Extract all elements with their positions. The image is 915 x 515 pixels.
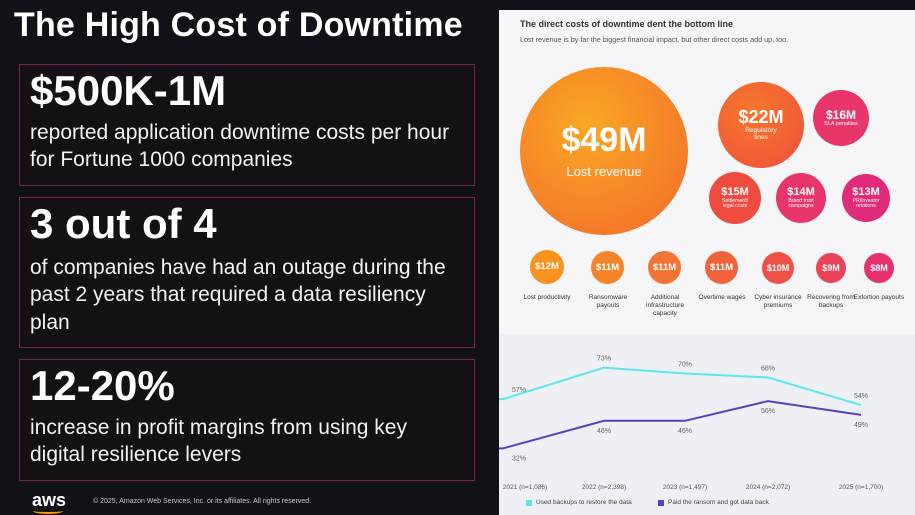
label-cyber-insurance: Cyber insurance premiums: [754, 294, 802, 309]
label-overtime-wages: Overtime wages: [698, 294, 746, 301]
x-tick-label-3: 2024 (n=2,072): [746, 484, 790, 491]
aws-logo-text: aws: [32, 490, 67, 510]
bubble-extortion-payouts: $8M: [864, 253, 894, 283]
data-label-s0-0: 57%: [512, 387, 526, 394]
series-line-0: [499, 366, 862, 407]
stat-description: of companies have had an outage during t…: [30, 256, 446, 334]
bubble-amount: $9M: [822, 262, 840, 273]
x-tick-label-4: 2025 (n=1,700): [839, 484, 883, 491]
legend-item-backups: Used backups to restore the data: [526, 499, 632, 506]
bubble-label: Regulatory fines: [745, 127, 777, 141]
legend-label: Used backups to restore the data: [536, 499, 632, 506]
bubble-amount: $13M: [852, 185, 880, 198]
bubble-amount: $12M: [535, 261, 559, 273]
bubble-label: SLA penalties: [824, 120, 858, 127]
bubble-amount: $11M: [595, 261, 620, 273]
bubble-additional-infrastructure: $11M: [648, 251, 681, 284]
data-label-s0-1: 73%: [597, 356, 611, 363]
bubble-label: Lost revenue: [566, 164, 642, 180]
x-tick-label-0: 2021 (n=1,086): [503, 484, 547, 491]
bubble-amount: $14M: [787, 185, 815, 198]
bubble-recovering-backups: $9M: [816, 253, 846, 283]
x-tick-label-1: 2022 (n=2,398): [582, 484, 626, 491]
bubble-amount: $49M: [561, 121, 647, 160]
bubble-label: PR/investor relations: [852, 197, 880, 209]
bubble-lost-revenue: $49M Lost revenue: [520, 67, 688, 235]
label-ransomware-payouts: Ransomware payouts: [588, 294, 628, 309]
copyright: © 2025, Amazon Web Services, Inc. or its…: [93, 498, 312, 505]
bubble-lost-productivity: $12M: [530, 250, 564, 284]
stat-value: 12-20%: [30, 362, 175, 409]
label-recovering-backups: Recovering from backups: [807, 294, 855, 309]
bubble-amount: $15M: [721, 185, 749, 198]
stat-description: increase in profit margins from using ke…: [30, 416, 407, 467]
data-label-s1-1: 46%: [597, 428, 611, 435]
bubble-pr-investor: $13M PR/investor relations: [842, 174, 890, 222]
trend-line-chart: 57% 73% 70% 68% 54% 32% 46% 46% 56% 49% 2021 (n=1,…: [499, 356, 883, 491]
bubble-sla-penalties: $16M SLA penalties: [813, 90, 869, 146]
stat-card-outage-companies: 3 out of 4 of companies have had an outa…: [19, 197, 475, 348]
aws-logo: aws: [32, 490, 67, 514]
bubble-amount: $11M: [709, 261, 734, 273]
bubble-cyber-insurance: $10M: [762, 252, 794, 284]
legend-label: Paid the ransom and got data back: [668, 499, 769, 506]
bubble-amount: $16M: [825, 107, 857, 122]
bubble-overtime-wages: $11M: [705, 251, 738, 284]
stat-value: 3 out of 4: [30, 200, 217, 247]
data-label-s0-4: 54%: [854, 393, 868, 400]
slide-title: The High Cost of Downtime: [14, 6, 463, 44]
stat-value: $500K-1M: [30, 67, 227, 114]
bubble-amount: $11M: [652, 261, 677, 273]
label-extortion-payouts: Extortion payouts: [853, 294, 905, 301]
infographic-panel: The direct costs of downtime dent the bo…: [499, 10, 915, 515]
label-additional-infrastructure: Additional infrastructure capacity: [646, 294, 684, 317]
legend-swatch: [658, 499, 664, 506]
label-lost-productivity: Lost productivity: [523, 294, 571, 301]
data-label-s1-0: 32%: [512, 455, 526, 462]
bubble-amount: $10M: [766, 262, 790, 273]
legend-item-ransom: Paid the ransom and got data back: [658, 499, 769, 506]
stat-card-profit-margin: 12-20% increase in profit margins from u…: [19, 359, 475, 481]
panel-title: The direct costs of downtime dent the bo…: [520, 19, 734, 29]
panel-subtitle: Lost revenue is by far the biggest finan…: [520, 35, 789, 44]
data-label-s0-3: 68%: [761, 365, 775, 372]
stat-card-downtime-cost: $500K-1M reported application downtime c…: [19, 64, 475, 186]
bubble-ransomware-payouts: $11M: [591, 251, 624, 284]
series-line-1: [499, 400, 862, 450]
bubble-label: Settlement/ legal costs: [721, 197, 749, 209]
data-label-s1-2: 46%: [678, 428, 692, 435]
data-label-s1-4: 49%: [854, 422, 868, 429]
legend-swatch: [526, 499, 532, 506]
bubble-brand-trust: $14M Brand trust campaigns: [776, 173, 826, 223]
bubble-settlement-legal: $15M Settlement/ legal costs: [709, 172, 761, 224]
chart-area: 57% 73% 70% 68% 54% 32% 46% 46% 56% 49% 2021 (n=1,…: [499, 334, 915, 515]
x-tick-label-2: 2023 (n=1,497): [663, 484, 707, 491]
data-label-s0-2: 70%: [678, 362, 692, 369]
stat-description: reported application downtime costs per …: [30, 121, 450, 172]
data-label-s1-3: 56%: [761, 408, 775, 415]
bubble-amount: $22M: [738, 107, 784, 128]
aws-smile-icon: [33, 508, 63, 514]
bubble-amount: $8M: [870, 262, 888, 273]
bubble-label: Brand trust campaigns: [788, 197, 814, 209]
bubble-regulatory-fines: $22M Regulatory fines: [718, 82, 804, 168]
